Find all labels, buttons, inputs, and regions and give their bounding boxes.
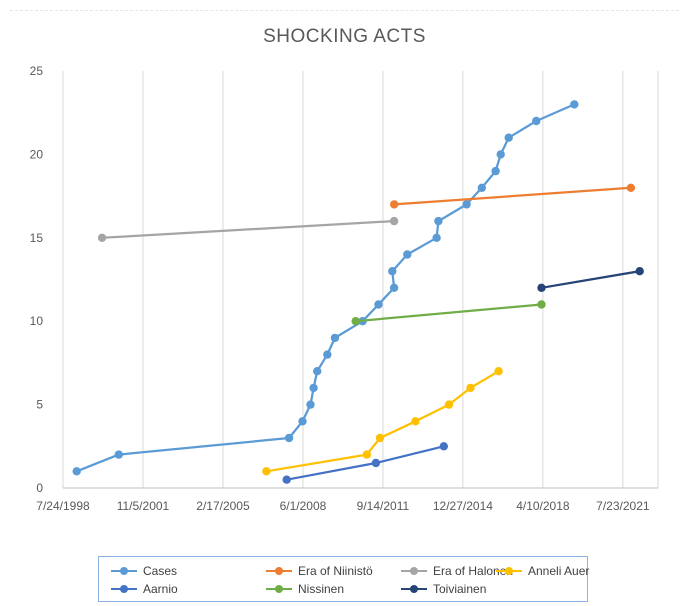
data-point	[262, 467, 271, 476]
x-tick-label: 9/14/2011	[357, 499, 410, 513]
legend-label: Toiviainen	[433, 582, 487, 596]
x-tick-label: 6/1/2008	[280, 499, 327, 513]
data-point	[389, 216, 399, 226]
legend-swatch	[109, 562, 139, 580]
legend-swatch-marker	[275, 567, 283, 575]
data-point	[532, 116, 541, 126]
legend-label: Aarnio	[143, 582, 178, 596]
data-point	[330, 333, 340, 343]
data-point	[496, 150, 505, 159]
y-tick-label: 25	[30, 64, 44, 78]
series-line	[394, 186, 631, 206]
y-tick-label: 0	[36, 481, 43, 495]
chart-title: SHOCKING ACTS	[263, 26, 426, 47]
legend-swatch	[109, 580, 139, 598]
data-point	[494, 367, 503, 376]
data-point	[635, 267, 644, 276]
legend-label: Nissinen	[298, 582, 345, 596]
x-tick-label: 12/27/2014	[433, 499, 493, 513]
series-line	[541, 270, 640, 289]
legend-label: Era of Halonen	[433, 564, 514, 578]
data-point	[388, 267, 397, 276]
y-tick-label: 20	[30, 147, 44, 161]
legend-swatch-marker	[505, 567, 513, 575]
data-point	[477, 183, 486, 192]
legend-item: Era of Niinistö	[264, 562, 373, 580]
legend-label: Cases	[143, 564, 178, 578]
legend-swatch-marker	[410, 567, 418, 575]
data-point	[375, 433, 385, 443]
data-point	[432, 233, 441, 242]
x-tick-label: 11/5/2001	[117, 499, 170, 513]
legend-swatch	[494, 562, 524, 580]
legend-swatch	[264, 562, 294, 580]
legend-item: Nissinen	[264, 580, 344, 598]
data-point	[284, 433, 294, 443]
legend-swatch	[399, 580, 429, 598]
y-tick-label: 10	[30, 314, 44, 328]
data-point	[351, 317, 360, 326]
data-point	[491, 166, 500, 176]
legend-label: Anneli Auer	[528, 564, 590, 578]
data-point	[114, 450, 124, 459]
data-point	[371, 458, 381, 468]
data-point	[323, 350, 332, 359]
data-point	[97, 233, 107, 242]
legend-item: Era of Halonen	[399, 562, 513, 580]
data-point	[298, 417, 307, 426]
legend-label: Era of Niinistö	[298, 564, 373, 578]
data-point	[626, 183, 636, 192]
data-point	[306, 400, 315, 409]
series-line	[102, 219, 395, 239]
top-divider	[10, 10, 679, 11]
legend-swatch	[264, 580, 294, 598]
series-line	[355, 303, 542, 323]
legend-item: Aarnio	[109, 580, 178, 598]
data-point	[504, 133, 513, 142]
series-line	[76, 103, 575, 473]
legend: Cases Era of Niinistö Era of Halonen Anneli…	[98, 556, 589, 602]
y-tick-label: 5	[36, 398, 43, 412]
x-tick-label: 2/17/2005	[196, 499, 250, 513]
x-tick-label: 7/23/2021	[596, 499, 650, 513]
legend-swatch-marker	[120, 567, 128, 575]
legend-swatch-marker	[275, 585, 283, 593]
data-point	[537, 300, 546, 309]
data-point	[282, 475, 291, 484]
data-point	[411, 417, 420, 426]
y-tick-label: 15	[30, 231, 44, 245]
data-point	[466, 383, 475, 393]
legend-item: Anneli Auer	[494, 562, 589, 580]
data-point	[444, 400, 454, 409]
data-point	[72, 467, 81, 476]
legend-item: Cases	[109, 562, 177, 580]
data-point	[434, 216, 443, 226]
data-point	[570, 100, 579, 109]
data-point	[390, 200, 399, 209]
data-point	[462, 200, 471, 209]
data-point	[439, 442, 448, 451]
data-point	[309, 383, 318, 393]
legend-item: Toiviainen	[399, 580, 486, 598]
data-point	[389, 283, 399, 292]
x-tick-label: 4/10/2018	[516, 499, 570, 513]
legend-swatch-marker	[410, 585, 418, 593]
legend-swatch-marker	[120, 585, 128, 593]
data-point	[313, 367, 322, 376]
legend-swatch	[399, 562, 429, 580]
data-point	[374, 300, 383, 309]
data-point	[537, 283, 546, 292]
data-point	[362, 450, 371, 459]
x-tick-label: 7/24/1998	[36, 499, 90, 513]
data-point	[403, 250, 412, 259]
